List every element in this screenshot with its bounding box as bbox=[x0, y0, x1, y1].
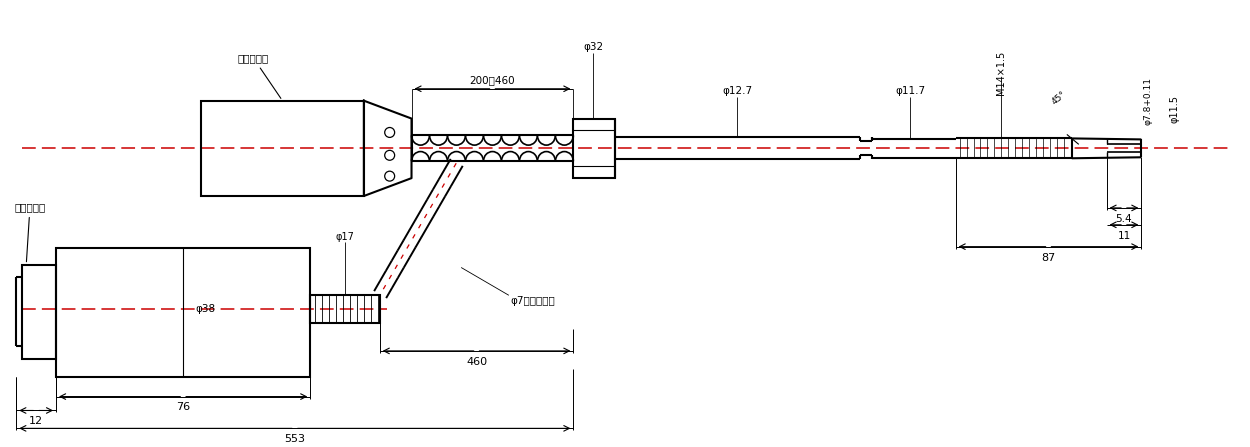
Text: 45°: 45° bbox=[1050, 89, 1068, 106]
Text: 五芯接插件: 五芯接插件 bbox=[14, 202, 45, 262]
Text: φ32: φ32 bbox=[584, 42, 604, 52]
Text: φ7.8+0.11: φ7.8+0.11 bbox=[1144, 77, 1152, 125]
Text: 200～460: 200～460 bbox=[470, 75, 515, 85]
Bar bbox=[22, 265, 56, 359]
Bar bbox=[574, 118, 615, 178]
Text: 460: 460 bbox=[466, 357, 488, 367]
Text: φ11.7: φ11.7 bbox=[895, 86, 925, 96]
Text: 5.4: 5.4 bbox=[1116, 214, 1132, 224]
Text: 11: 11 bbox=[1118, 231, 1130, 241]
Bar bbox=[201, 101, 364, 196]
Text: φ11.5: φ11.5 bbox=[1169, 95, 1179, 122]
Text: M14×1.5: M14×1.5 bbox=[996, 51, 1006, 95]
Text: 二芯接插件: 二芯接插件 bbox=[238, 53, 281, 98]
Text: 553: 553 bbox=[284, 434, 305, 444]
Text: 87: 87 bbox=[1041, 253, 1055, 262]
Bar bbox=[310, 295, 380, 323]
Text: φ12.7: φ12.7 bbox=[722, 86, 752, 96]
Text: φ17: φ17 bbox=[335, 232, 355, 242]
Text: 76: 76 bbox=[176, 402, 190, 413]
Bar bbox=[56, 248, 310, 377]
Text: φ38: φ38 bbox=[195, 304, 215, 314]
Text: 12: 12 bbox=[29, 417, 44, 426]
Text: φ7不锈钙软管: φ7不锈钙软管 bbox=[511, 296, 555, 306]
